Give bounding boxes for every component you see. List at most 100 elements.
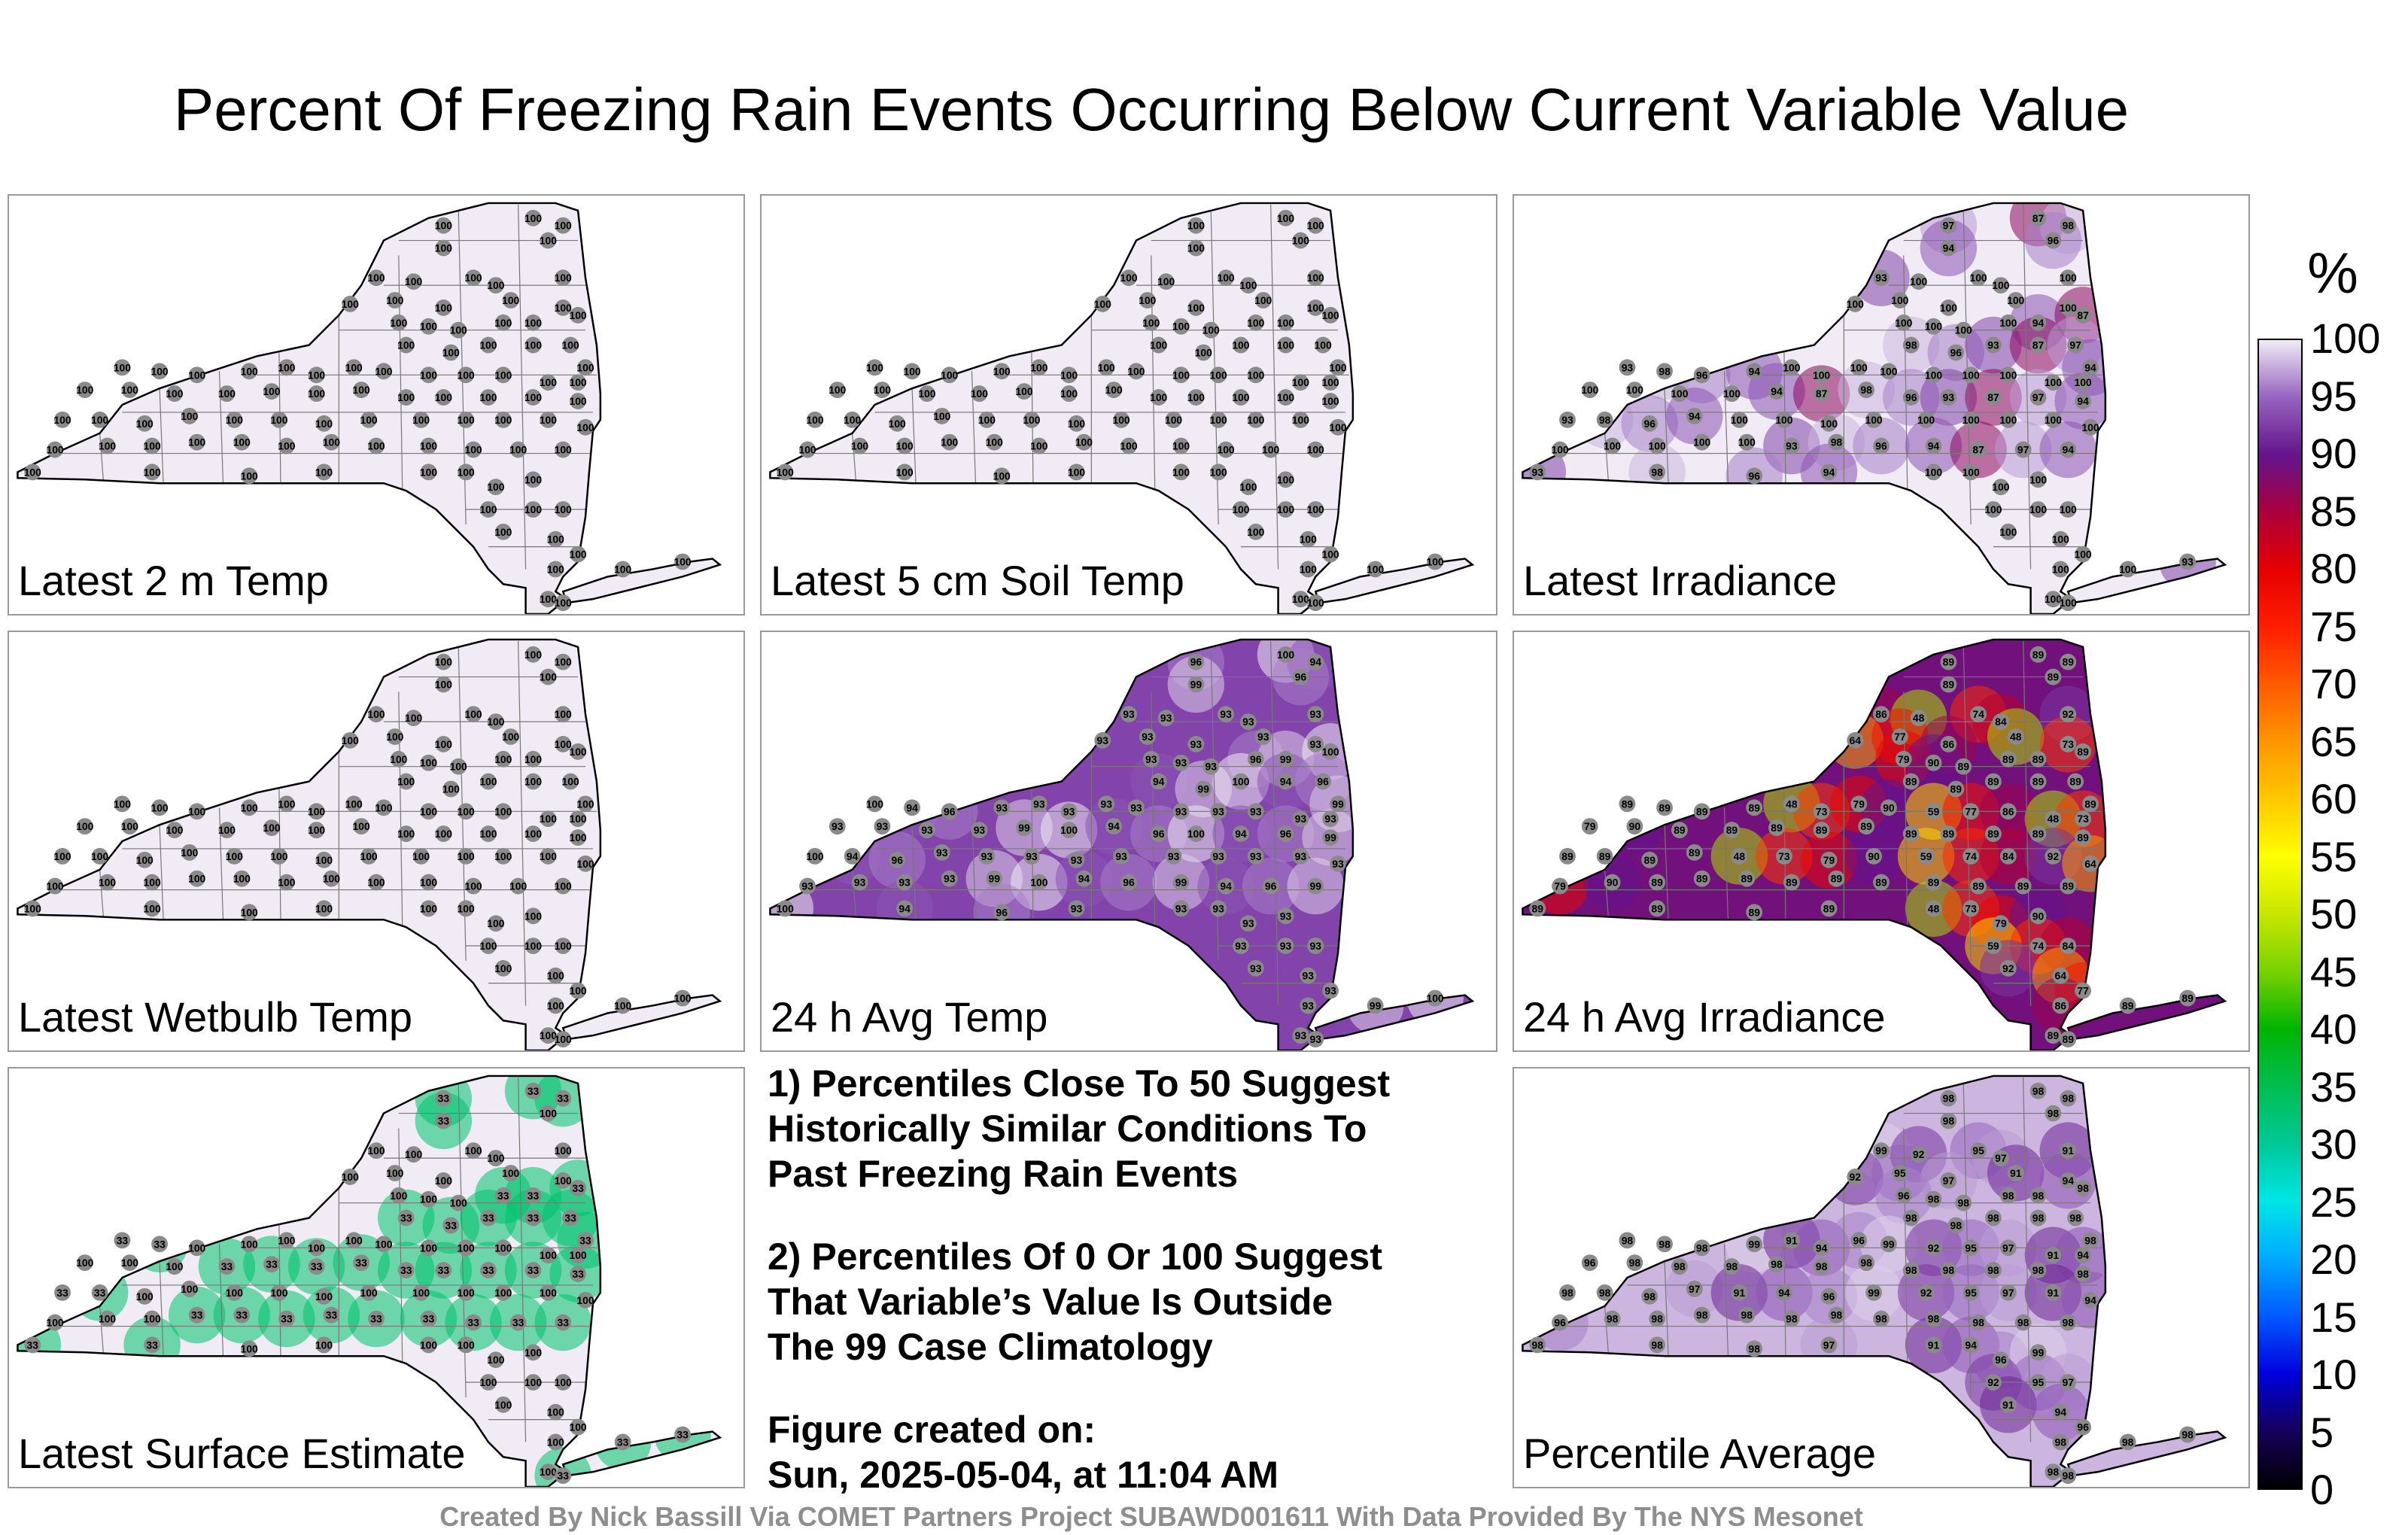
station-value: 100 bbox=[555, 302, 572, 314]
station-value: 100 bbox=[1723, 388, 1741, 400]
station-marker bbox=[1693, 870, 1710, 887]
station-value: 93 bbox=[1212, 850, 1224, 862]
station-marker bbox=[114, 795, 131, 813]
station-value: 100 bbox=[479, 503, 497, 515]
panel-label: Latest Surface Estimate bbox=[18, 1430, 466, 1477]
station-marker bbox=[1910, 710, 1927, 727]
county-line bbox=[159, 388, 164, 484]
state-outline bbox=[17, 202, 602, 614]
station-marker bbox=[1596, 411, 1613, 428]
station-value: 100 bbox=[2045, 593, 2062, 605]
state-outline bbox=[1522, 1074, 2107, 1487]
station-marker bbox=[487, 277, 504, 294]
station-value: 100 bbox=[524, 212, 542, 224]
colorbar-tick-label: 90 bbox=[2310, 430, 2358, 477]
station-value: 100 bbox=[524, 910, 542, 922]
station-value: 100 bbox=[360, 850, 377, 862]
station-value: 100 bbox=[487, 716, 504, 728]
station-marker bbox=[397, 825, 415, 842]
station-value: 96 bbox=[944, 805, 956, 817]
station-value: 98 bbox=[1622, 1234, 1634, 1246]
station-value: 100 bbox=[1150, 339, 1167, 351]
station-value: 100 bbox=[2119, 563, 2136, 575]
station-value: 100 bbox=[1127, 365, 1145, 377]
station-marker bbox=[547, 530, 564, 548]
station-value: 93 bbox=[1295, 1029, 1307, 1041]
station-marker bbox=[2052, 1433, 2069, 1451]
station-marker bbox=[993, 904, 1011, 921]
station-value: 98 bbox=[2062, 1470, 2074, 1482]
station-value: 100 bbox=[1581, 384, 1598, 396]
station-marker bbox=[1604, 874, 1621, 891]
station-marker bbox=[2119, 1433, 2136, 1451]
station-marker bbox=[1925, 900, 1942, 917]
station-value: 33 bbox=[400, 1212, 412, 1224]
station-marker bbox=[1873, 706, 1890, 723]
station-marker bbox=[1641, 851, 1659, 868]
station-marker bbox=[2067, 336, 2084, 354]
station-marker bbox=[1060, 366, 1078, 384]
station-value: 100 bbox=[479, 1376, 497, 1388]
station-value: 96 bbox=[2077, 1421, 2089, 1433]
station-value: 100 bbox=[420, 757, 437, 769]
station-marker bbox=[1202, 321, 1220, 339]
station-value: 98 bbox=[1860, 384, 1872, 396]
station-value: 100 bbox=[2045, 414, 2062, 426]
station-marker bbox=[1307, 217, 1324, 234]
station-value: 33 bbox=[512, 1317, 524, 1329]
station-value: 33 bbox=[564, 1212, 576, 1224]
station-marker bbox=[2067, 773, 2084, 790]
station-value: 90 bbox=[1868, 850, 1880, 862]
station-value: 98 bbox=[2062, 1093, 2074, 1105]
station-marker bbox=[1254, 728, 1272, 745]
station-marker bbox=[458, 411, 475, 428]
station-value: 93 bbox=[1280, 940, 1292, 952]
station-marker bbox=[480, 938, 497, 954]
station-value: 48 bbox=[2048, 813, 2060, 825]
station-marker bbox=[1292, 668, 1309, 685]
station-value: 33 bbox=[236, 1309, 248, 1321]
station-value: 33 bbox=[355, 1257, 367, 1269]
station-marker bbox=[1820, 1287, 1838, 1305]
station-value: 99 bbox=[1875, 1144, 1887, 1157]
station-value: 95 bbox=[1965, 1287, 1977, 1299]
station-value: 100 bbox=[435, 1175, 452, 1187]
station-value: 100 bbox=[2052, 533, 2069, 546]
station-marker bbox=[2075, 1266, 2091, 1282]
station-marker bbox=[1233, 773, 1249, 790]
station-value: 100 bbox=[1315, 339, 1332, 351]
station-marker bbox=[1596, 1284, 1613, 1301]
station-marker bbox=[1165, 847, 1182, 865]
station-value: 100 bbox=[509, 444, 527, 456]
station-value: 64 bbox=[1850, 734, 1862, 746]
station-marker bbox=[562, 773, 579, 790]
station-value: 100 bbox=[978, 414, 996, 426]
station-value: 100 bbox=[458, 850, 475, 862]
station-value: 89 bbox=[2069, 776, 2081, 788]
station-value: 100 bbox=[386, 1167, 403, 1179]
state-outline bbox=[17, 638, 602, 1050]
station-value: 100 bbox=[353, 820, 370, 832]
station-marker bbox=[1150, 825, 1167, 842]
station-marker bbox=[226, 411, 243, 428]
station-value: 100 bbox=[218, 824, 236, 836]
station-value: 100 bbox=[150, 801, 168, 813]
station-marker bbox=[1746, 1236, 1763, 1253]
station-value: 100 bbox=[46, 444, 63, 456]
station-value: 100 bbox=[241, 365, 258, 377]
station-marker bbox=[435, 389, 452, 406]
station-value: 96 bbox=[1696, 369, 1708, 381]
station-marker bbox=[1187, 299, 1205, 316]
station-marker bbox=[1187, 389, 1205, 406]
station-marker bbox=[278, 1232, 295, 1249]
station-value: 98 bbox=[1943, 1093, 1955, 1105]
station-value: 100 bbox=[1277, 649, 1294, 661]
station-marker bbox=[47, 1314, 63, 1331]
station-marker bbox=[1239, 479, 1257, 496]
figure-title: Percent Of Freezing Rain Events Occurrin… bbox=[173, 76, 2130, 143]
station-value: 100 bbox=[547, 1406, 564, 1418]
station-marker bbox=[829, 818, 846, 835]
station-value: 84 bbox=[2002, 850, 2014, 862]
station-value: 100 bbox=[420, 466, 437, 478]
